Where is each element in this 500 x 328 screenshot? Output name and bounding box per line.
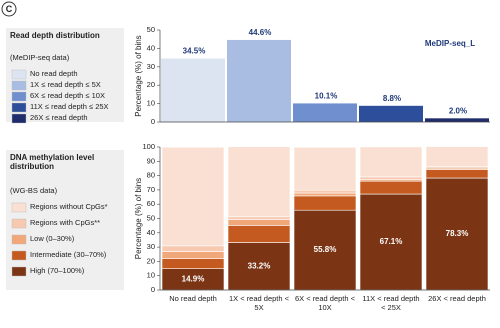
y-tick-label: 100	[142, 142, 155, 151]
legend-subtitle: (WG-BS data)	[10, 186, 58, 195]
bar-segment	[293, 195, 357, 211]
bar-segment	[425, 146, 489, 167]
y-tick-label: 10	[147, 271, 155, 280]
y-tick-label: 20	[147, 256, 155, 265]
y-axis-label: Percentage (%) of bins	[134, 35, 143, 116]
legend-swatch	[11, 91, 27, 102]
x-tick-label: 11X < read depth < 25X	[362, 294, 420, 312]
value-label: 33.2%	[248, 261, 271, 270]
legend-label: Low (0–30%)	[30, 234, 75, 243]
bar-segment	[161, 251, 225, 259]
bar-segment	[227, 216, 291, 220]
legend-label: Regions without CpGs*	[30, 202, 108, 211]
bar	[425, 118, 489, 122]
x-tick-label: No read depth	[169, 294, 217, 303]
legend-swatch	[11, 266, 27, 277]
y-tick-label: 30	[147, 242, 155, 251]
bar-segment	[359, 180, 423, 195]
bar	[161, 58, 225, 122]
x-tick-label: 6X < read depth < 10X	[294, 294, 356, 312]
y-tick-label: 50	[147, 213, 155, 222]
legend-label: 26X ≤ read depth	[30, 113, 88, 122]
bar-segment	[227, 225, 291, 243]
legend-swatch	[11, 102, 27, 113]
legend-label: High (70–100%)	[30, 266, 85, 275]
bar-segment	[359, 146, 423, 178]
panel-badge	[1, 1, 17, 17]
legend-swatch	[11, 80, 27, 91]
y-tick-label: 60	[147, 199, 155, 208]
legend-label: Intermediate (30–70%)	[30, 250, 107, 259]
bar-segment	[425, 177, 489, 291]
bar-segment	[161, 258, 225, 269]
y-tick-label: 40	[147, 43, 155, 52]
y-tick-label: 0	[151, 117, 155, 126]
legend-label: 6X ≤ read depth ≤ 10X	[30, 91, 105, 100]
legend-label: Regions with CpGs**	[30, 218, 101, 227]
legend-label: 11X ≤ read depth ≤ 25X	[30, 102, 109, 111]
y-tick-label: 10	[147, 99, 155, 108]
legend-subtitle: (MeDIP-seq data)	[10, 53, 70, 62]
bar-segment	[227, 146, 291, 218]
x-tick-label: 26X < read depth	[428, 294, 486, 303]
value-label: 10.1%	[315, 92, 338, 101]
bar	[293, 103, 357, 122]
y-axis-label: Percentage (%) of bins	[134, 178, 143, 259]
bar	[359, 105, 423, 122]
legend-swatch	[11, 202, 27, 213]
bar-segment	[293, 209, 357, 291]
bar-segment	[359, 193, 423, 291]
y-tick-label: 20	[147, 80, 155, 89]
bar-segment	[227, 219, 291, 226]
legend-swatch	[11, 113, 27, 124]
bar-segment	[161, 245, 225, 252]
legend-swatch	[11, 250, 27, 261]
y-tick-label: 90	[147, 156, 155, 165]
legend-label: No read depth	[30, 69, 78, 78]
y-tick-label: 0	[151, 285, 155, 294]
bar-segment	[293, 189, 357, 194]
x-tick-label: 1X < read depth < 5X	[228, 294, 290, 312]
value-label: 8.8%	[383, 94, 401, 103]
bar-segment	[425, 169, 489, 179]
y-tick-label: 40	[147, 228, 155, 237]
y-tick-label: 80	[147, 171, 155, 180]
bar-segment	[293, 192, 357, 197]
legend-swatch	[11, 234, 27, 245]
bar-segment	[293, 146, 357, 191]
legend-swatch	[11, 218, 27, 229]
value-label: 67.1%	[380, 237, 403, 246]
legend-swatch	[11, 69, 27, 80]
y-tick-label: 50	[147, 25, 155, 34]
value-label: 2.0%	[449, 106, 467, 115]
y-tick-label: 30	[147, 62, 155, 71]
bar-segment	[161, 146, 225, 247]
series-name: MeDIP-seq_L	[425, 39, 475, 48]
value-label: 55.8%	[314, 245, 337, 254]
value-label: 34.5%	[183, 47, 206, 56]
value-label: 14.9%	[182, 274, 205, 283]
panel-label: C	[6, 4, 13, 14]
legend-label: 1X ≤ read depth ≤ 5X	[30, 80, 101, 89]
y-tick-label: 70	[147, 185, 155, 194]
bar-segment	[359, 176, 423, 181]
legend-title: DNA methylation level distribution	[10, 153, 95, 172]
legend-title: Read depth distribution	[10, 31, 100, 40]
value-label: 78.3%	[446, 229, 469, 238]
bar	[227, 39, 291, 122]
value-label: 44.6%	[249, 28, 272, 37]
